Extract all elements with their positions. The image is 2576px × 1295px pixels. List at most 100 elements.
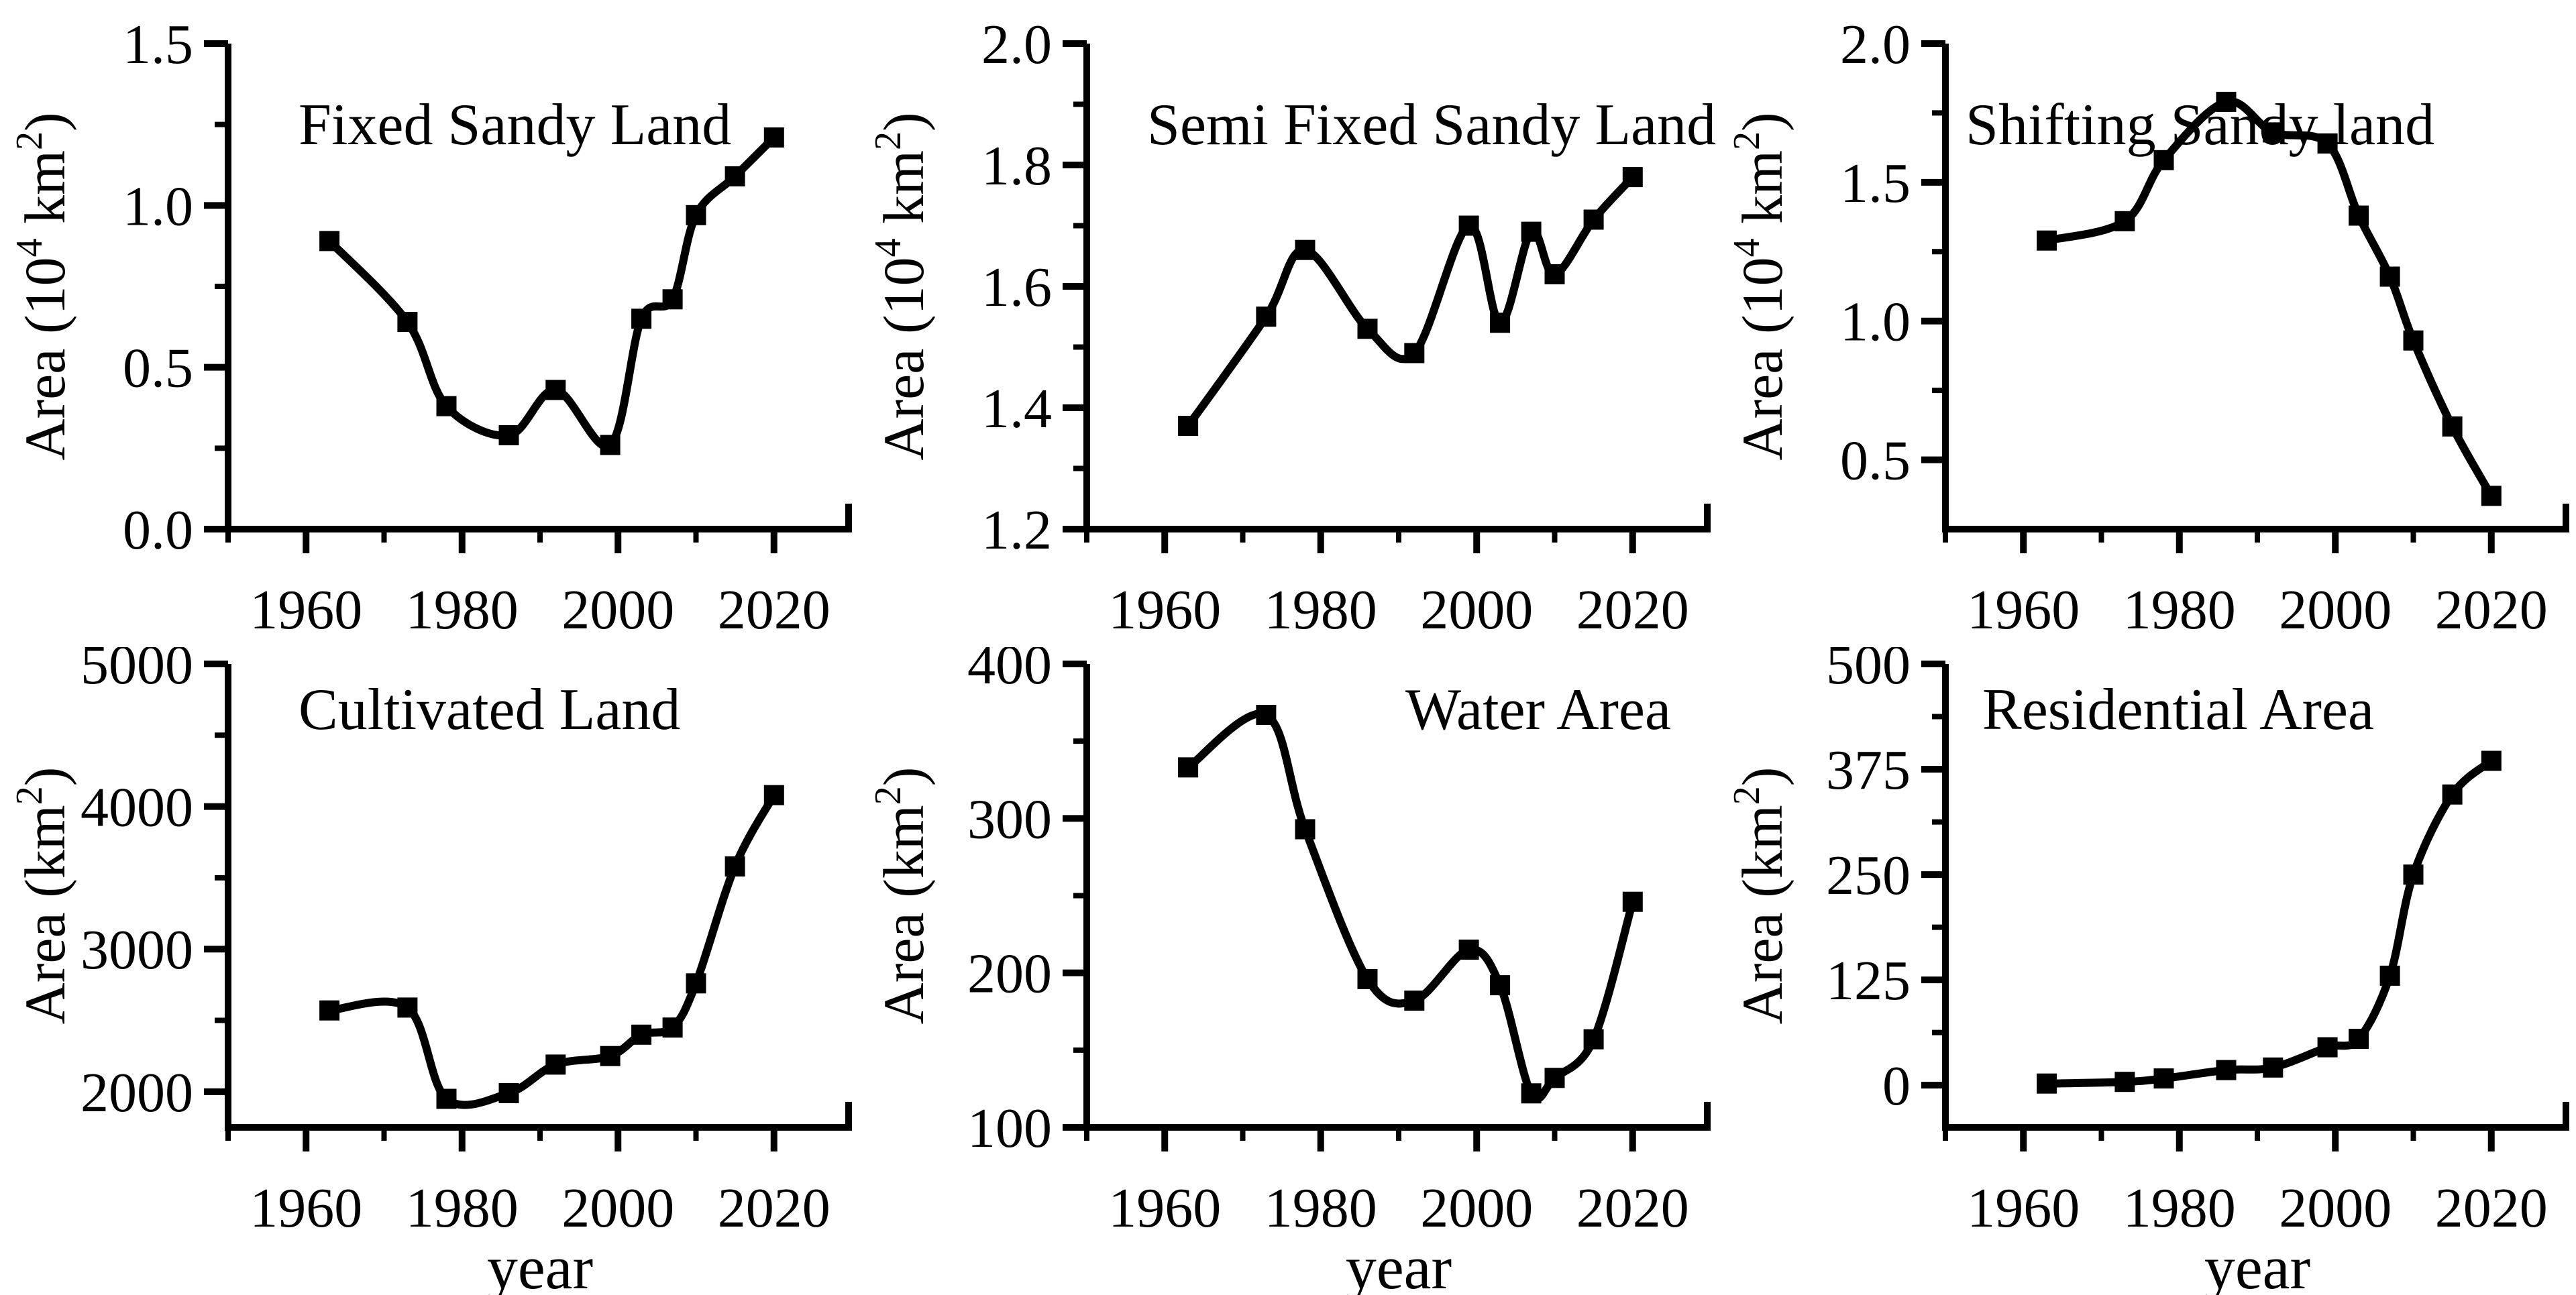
chart-semi-fixed-sandy-land: 1.2 1.4 1.6 1.8 2.0 1960 1980 2000 2020 Semi Fixe… bbox=[867, 13, 1716, 641]
chart-title: Fixed Sandy Land bbox=[299, 93, 731, 158]
data-point-marker bbox=[2481, 750, 2502, 771]
data-point-marker bbox=[1583, 1029, 1604, 1050]
data-point-marker bbox=[662, 289, 683, 310]
data-point-marker bbox=[2153, 1068, 2174, 1089]
chart-panel-semi-fixed-sandy-land: 1.2 1.4 1.6 1.8 2.0 1960 1980 2000 2020 Semi Fixe… bbox=[859, 0, 1717, 647]
data-point-marker bbox=[1622, 167, 1643, 188]
x-tick-label: 1960 bbox=[250, 579, 362, 641]
data-point-marker bbox=[2216, 1060, 2237, 1080]
y-tick-label: 0.5 bbox=[1840, 430, 1911, 492]
data-point-marker bbox=[1357, 968, 1378, 989]
y-tick-label: 400 bbox=[967, 647, 1052, 696]
data-point-marker bbox=[319, 231, 340, 251]
data-point-marker bbox=[724, 166, 745, 186]
data-point-marker bbox=[545, 1054, 566, 1075]
chart-title: Semi Fixed Sandy Land bbox=[1147, 93, 1716, 158]
data-point-marker bbox=[545, 380, 566, 400]
data-point-marker bbox=[1490, 313, 1511, 333]
y-tick-label: 100 bbox=[967, 1097, 1052, 1160]
x-tick-label: 2020 bbox=[718, 579, 830, 641]
x-tick-label: 2000 bbox=[1420, 1177, 1533, 1239]
x-tick-label: 1980 bbox=[1265, 1177, 1377, 1239]
superscript: 2 bbox=[1726, 786, 1768, 805]
chart-panel-residential-area: 0 125 250 375 500 1960 1980 2000 2020 Residential… bbox=[1717, 647, 2576, 1295]
data-point-marker bbox=[2349, 1029, 2369, 1050]
chart-shifting-sandy-land: 0.5 1.0 1.5 2.0 1960 1980 2000 2020 Shifting San… bbox=[1726, 13, 2569, 641]
chart-title: Residential Area bbox=[1982, 677, 2374, 742]
y-axis-label: Area (km2) bbox=[867, 767, 936, 1025]
data-point-marker bbox=[1295, 239, 1316, 260]
data-point-marker bbox=[600, 435, 621, 455]
data-point-marker bbox=[631, 1024, 652, 1045]
data-point-marker bbox=[2379, 965, 2400, 986]
data-point-marker bbox=[1490, 975, 1511, 996]
x-tick-label: 2020 bbox=[2435, 1177, 2548, 1239]
y-tick-label: 2.0 bbox=[1840, 13, 1911, 76]
x-tick-label: 1980 bbox=[406, 1177, 519, 1239]
data-point-marker bbox=[498, 425, 519, 445]
superscript: 4 bbox=[1726, 238, 1768, 257]
x-tick-label: 1960 bbox=[1967, 1177, 2080, 1239]
data-point-marker bbox=[2317, 133, 2338, 154]
x-tick-label: 1980 bbox=[2123, 579, 2236, 641]
data-point-marker bbox=[1544, 264, 1565, 284]
series-line bbox=[1184, 710, 1637, 1103]
x-tick-label: 2020 bbox=[1576, 1177, 1689, 1239]
data-point-marker bbox=[498, 1083, 519, 1103]
data-point-marker bbox=[436, 1088, 457, 1109]
data-point-marker bbox=[631, 308, 652, 329]
x-axis-label: year bbox=[487, 1233, 593, 1295]
data-point-marker bbox=[2263, 1057, 2284, 1078]
data-point-marker bbox=[2442, 416, 2463, 437]
y-tick-label: 1.2 bbox=[981, 499, 1052, 561]
data-point-marker bbox=[2442, 784, 2463, 805]
y-tick-label: 375 bbox=[1826, 739, 1911, 801]
data-point-marker bbox=[1295, 819, 1316, 840]
data-point-marker bbox=[1458, 940, 1479, 960]
superscript: 2 bbox=[1726, 131, 1768, 150]
y-tick-label: 0 bbox=[1882, 1055, 1911, 1117]
superscript: 2 bbox=[867, 131, 909, 150]
y-axis-label: Area (104 km2) bbox=[867, 112, 936, 460]
data-point-marker bbox=[1178, 416, 1199, 437]
x-tick-label: 2020 bbox=[1576, 579, 1689, 641]
data-point-marker bbox=[1178, 757, 1199, 778]
y-axis-label: Area (104 km2) bbox=[1726, 112, 1794, 460]
y-tick-label: 4000 bbox=[80, 777, 193, 839]
series-line bbox=[325, 133, 778, 451]
data-point-marker bbox=[2481, 486, 2502, 506]
data-point-marker bbox=[2349, 205, 2369, 226]
chart-water-area: 100 200 300 400 1960 1980 2000 2020 Water Area Ar… bbox=[867, 647, 1711, 1295]
superscript: 2 bbox=[867, 786, 909, 805]
data-point-marker bbox=[1404, 991, 1425, 1011]
data-point-marker bbox=[2379, 266, 2400, 287]
y-tick-label: 300 bbox=[967, 788, 1052, 850]
data-point-marker bbox=[1521, 1083, 1542, 1104]
data-point-marker bbox=[2114, 1072, 2135, 1092]
data-point-marker bbox=[600, 1046, 621, 1066]
data-point-marker bbox=[1256, 306, 1277, 327]
superscript: 4 bbox=[867, 238, 909, 257]
chart-fixed-sandy-land: 0.0 0.5 1.0 1.5 1960 1980 2000 2020 Fixed Sandy … bbox=[9, 13, 852, 641]
x-tick-label: 1960 bbox=[1967, 579, 2080, 641]
y-tick-label: 500 bbox=[1826, 647, 1911, 696]
x-tick-label: 1980 bbox=[406, 579, 519, 641]
y-tick-label: 1.5 bbox=[1840, 152, 1911, 215]
chart-panel-shifting-sandy-land: 0.5 1.0 1.5 2.0 1960 1980 2000 2020 Shifting San… bbox=[1717, 0, 2576, 647]
y-tick-label: 0.5 bbox=[123, 337, 193, 400]
x-tick-label: 2000 bbox=[2279, 1177, 2392, 1239]
data-point-marker bbox=[319, 1000, 340, 1021]
chart-panel-water-area: 100 200 300 400 1960 1980 2000 2020 Water Area Ar… bbox=[859, 647, 1717, 1295]
data-point-marker bbox=[1622, 891, 1643, 912]
data-point-marker bbox=[2153, 150, 2174, 170]
y-tick-label: 5000 bbox=[80, 647, 193, 696]
data-point-marker bbox=[662, 1017, 683, 1038]
data-point-marker bbox=[1521, 221, 1542, 242]
series-line bbox=[1184, 173, 1637, 431]
x-tick-label: 1960 bbox=[1108, 579, 1221, 641]
data-point-marker bbox=[2403, 330, 2424, 351]
x-axis-label: year bbox=[1346, 1233, 1452, 1295]
x-tick-label: 2000 bbox=[561, 1177, 674, 1239]
y-tick-label: 1.5 bbox=[123, 13, 193, 76]
